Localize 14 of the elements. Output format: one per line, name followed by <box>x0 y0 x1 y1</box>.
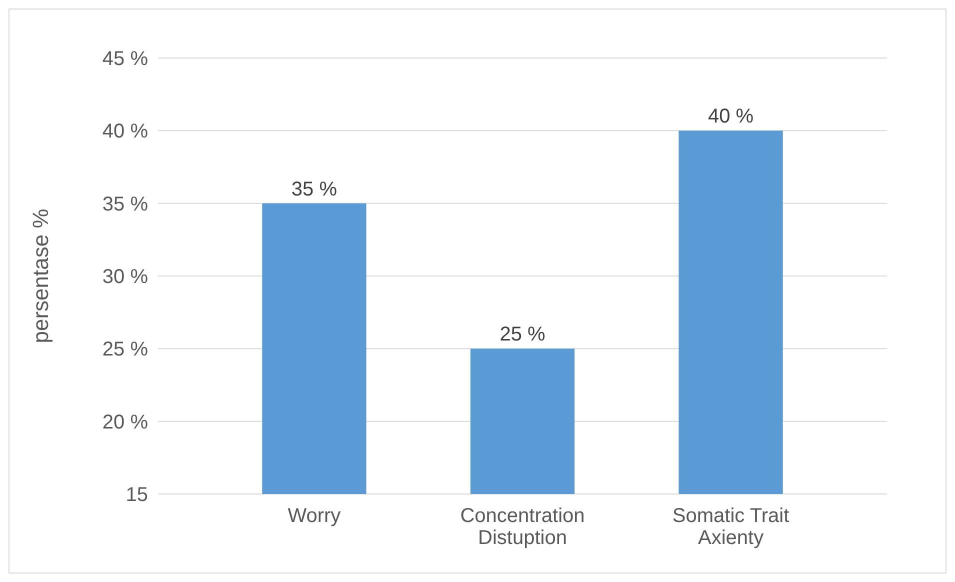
data-label: 40 % <box>708 106 754 128</box>
y-tick-label: 20 % <box>102 411 148 434</box>
x-tick-label: Worry <box>288 505 341 527</box>
y-tick-label: 25 % <box>102 338 148 361</box>
y-tick-label: 35 % <box>102 193 148 216</box>
y-axis-title: persentase % <box>28 208 53 344</box>
x-tick-label: Concentration Distuption <box>460 505 585 549</box>
data-label: 35 % <box>291 178 338 200</box>
y-tick-label: 15 <box>126 484 148 506</box>
y-tick-label: 30 % <box>102 266 148 288</box>
data-label: 25 % <box>500 324 546 346</box>
y-tick-label: 40 % <box>102 120 148 143</box>
y-tick-label: 45 % <box>102 48 148 70</box>
x-tick-label: Somatic Trait Axienty <box>672 505 790 549</box>
